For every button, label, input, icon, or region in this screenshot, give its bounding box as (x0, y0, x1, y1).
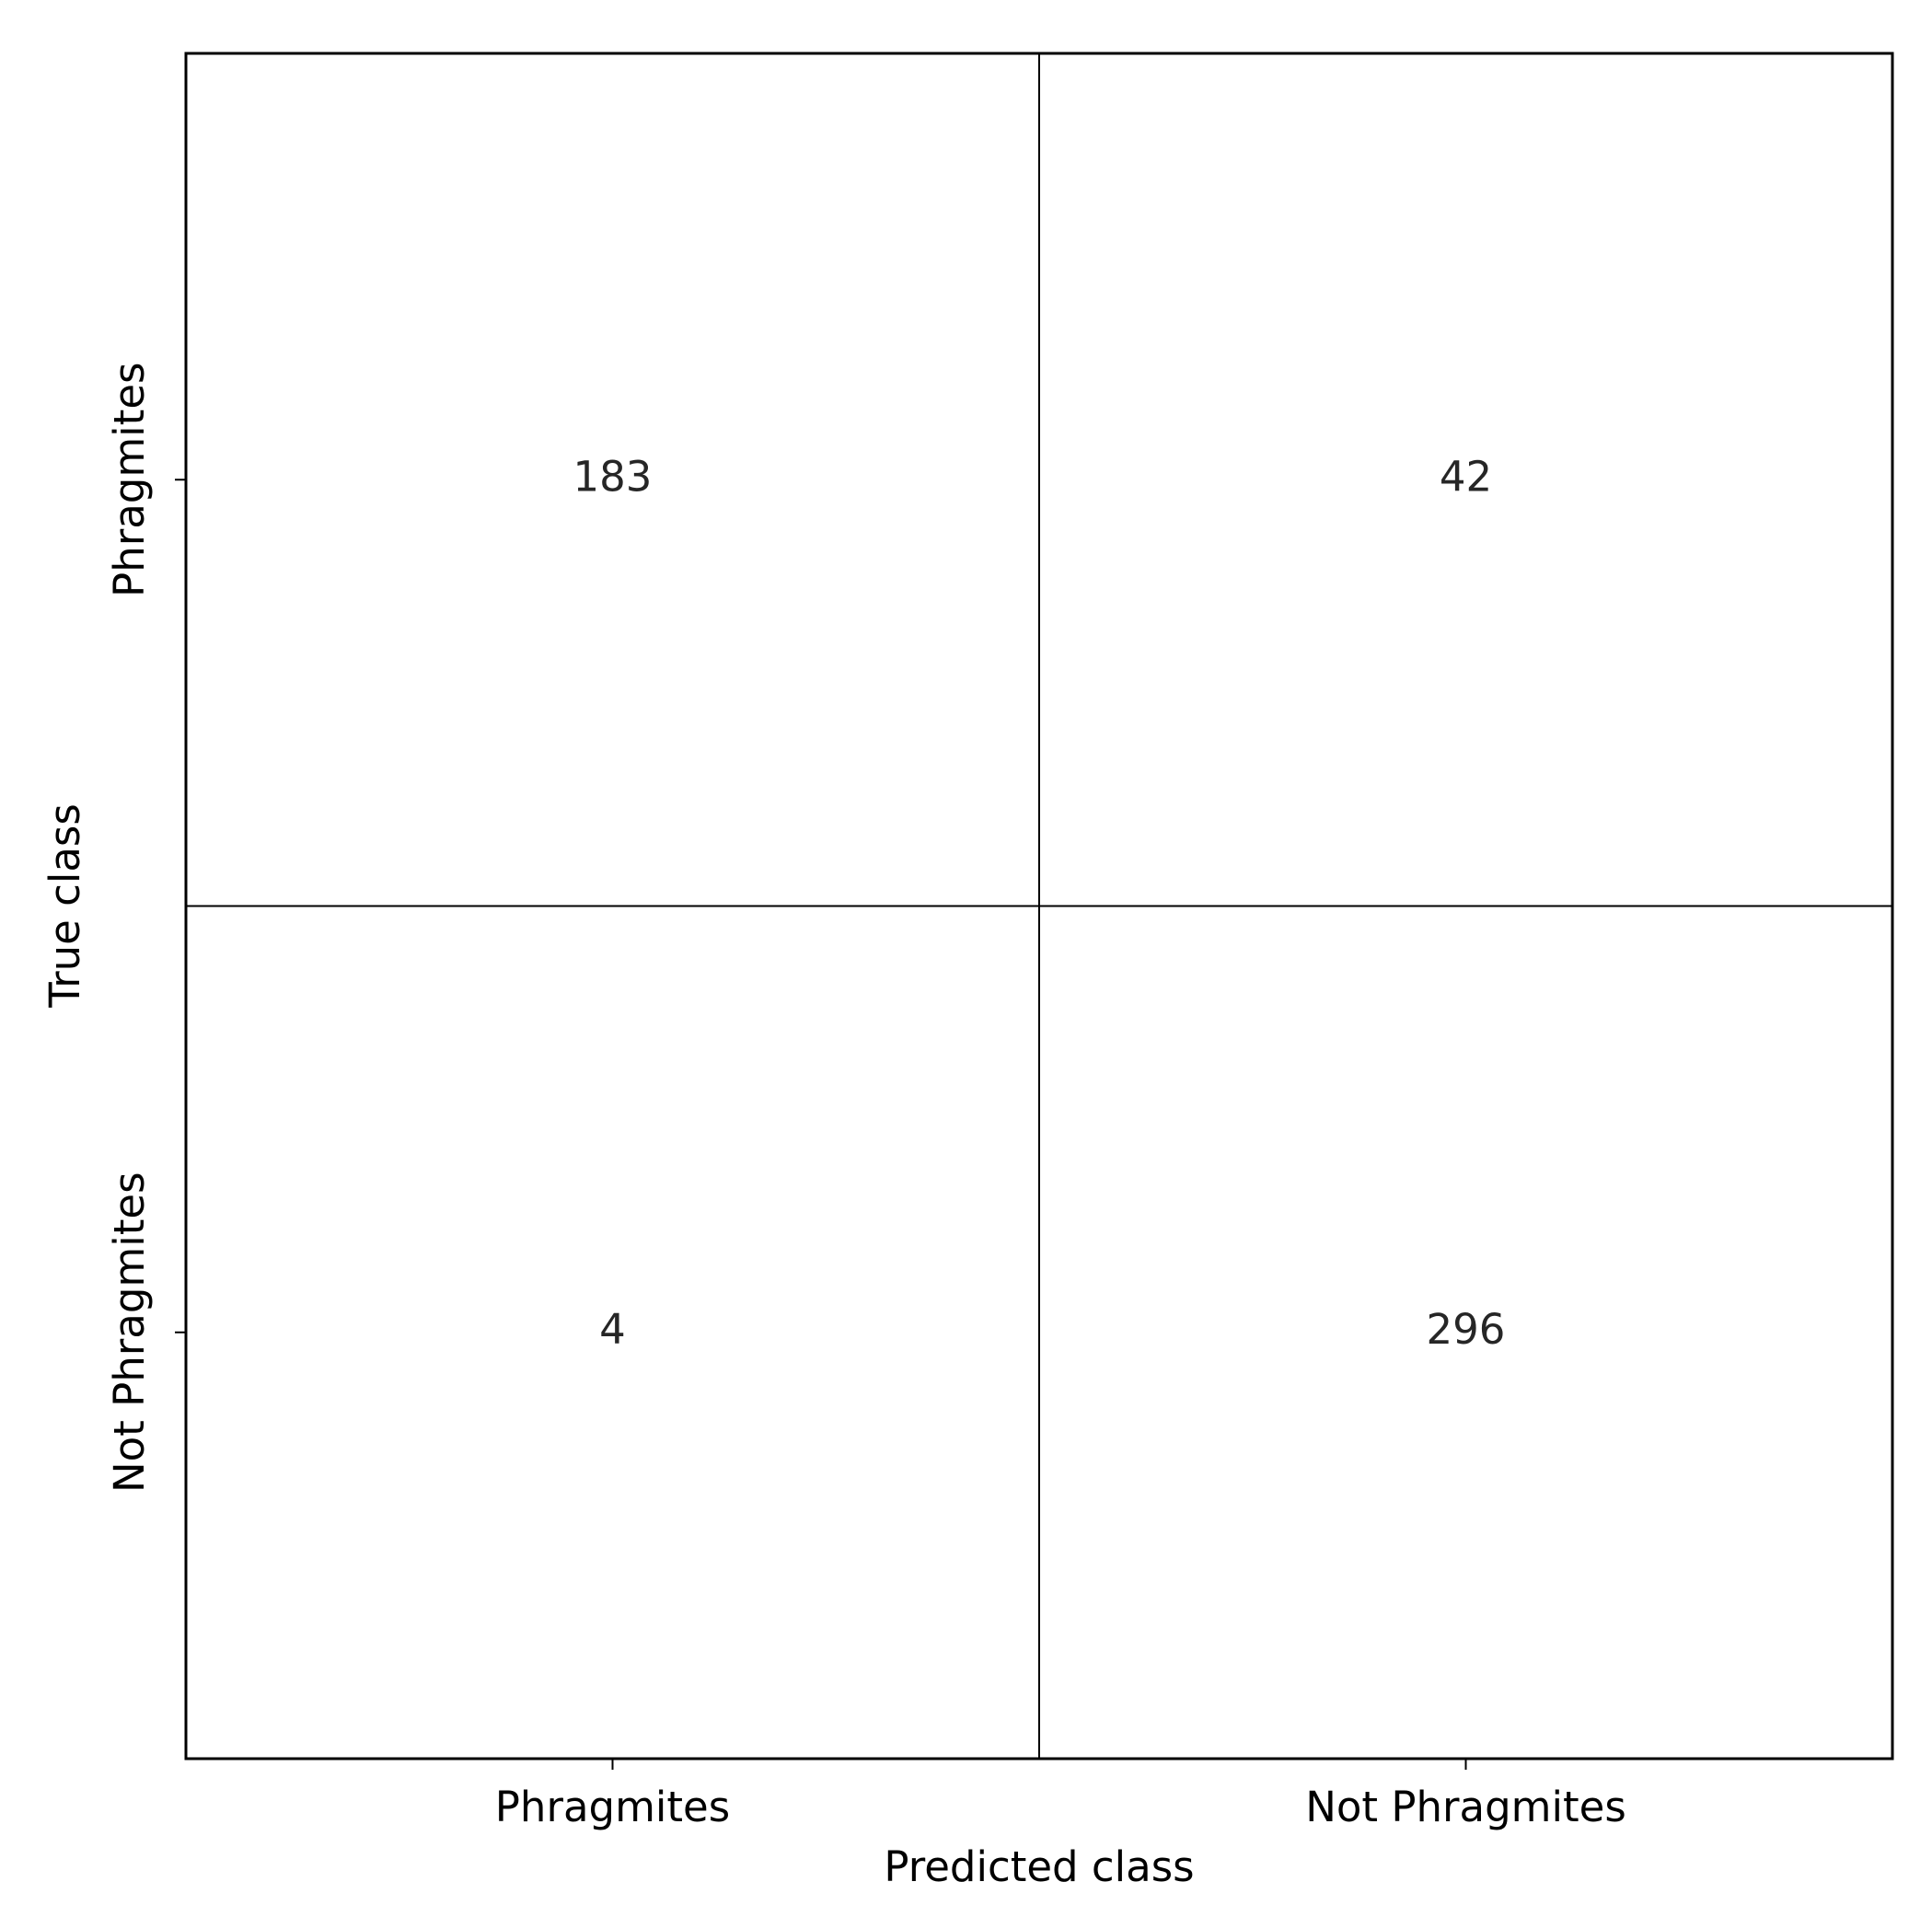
cell-value: 42 (1440, 452, 1492, 501)
plot-frame (184, 52, 1894, 1761)
cell-value: 296 (1427, 1305, 1506, 1354)
cell (185, 905, 1040, 1760)
y-axis-label: True class (40, 803, 89, 1009)
cell (185, 52, 1040, 907)
y-tick-label: Not Phragmites (105, 1172, 154, 1493)
cell-value: 4 (599, 1305, 626, 1354)
x-tick-label: Not Phragmites (1305, 1783, 1626, 1831)
y-tick-label: Phragmites (105, 363, 154, 597)
x-tick-label: Phragmites (495, 1783, 730, 1831)
x-axis-label: Predicted class (884, 1842, 1194, 1891)
cell-value: 183 (573, 452, 653, 501)
cell (1038, 905, 1893, 1760)
